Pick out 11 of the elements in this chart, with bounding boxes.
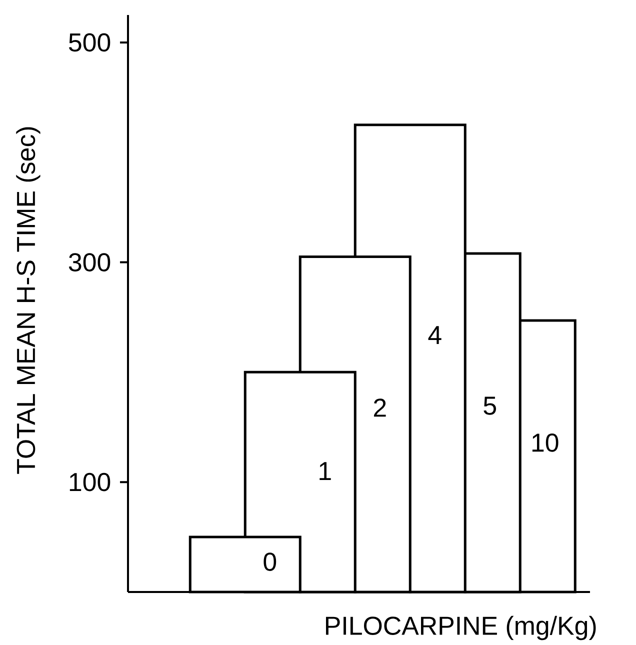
- x-tick-label: 5: [484, 396, 496, 415]
- x-axis-title: PILOCARPINE (mg/Kg): [326, 616, 596, 640]
- y-tick-label: 500: [68, 33, 110, 52]
- x-tick-label: 0: [264, 552, 276, 571]
- x-tick-label: 2: [374, 398, 386, 417]
- y-axis-title: TOTAL MEAN H-S TIME (sec): [16, 127, 40, 474]
- x-tick-label: 10: [532, 434, 558, 452]
- y-tick-label: 100: [70, 472, 110, 492]
- x-tick-label: 1: [320, 462, 331, 480]
- x-tick-label: 4: [428, 326, 442, 344]
- y-tick-label: 300: [68, 253, 110, 272]
